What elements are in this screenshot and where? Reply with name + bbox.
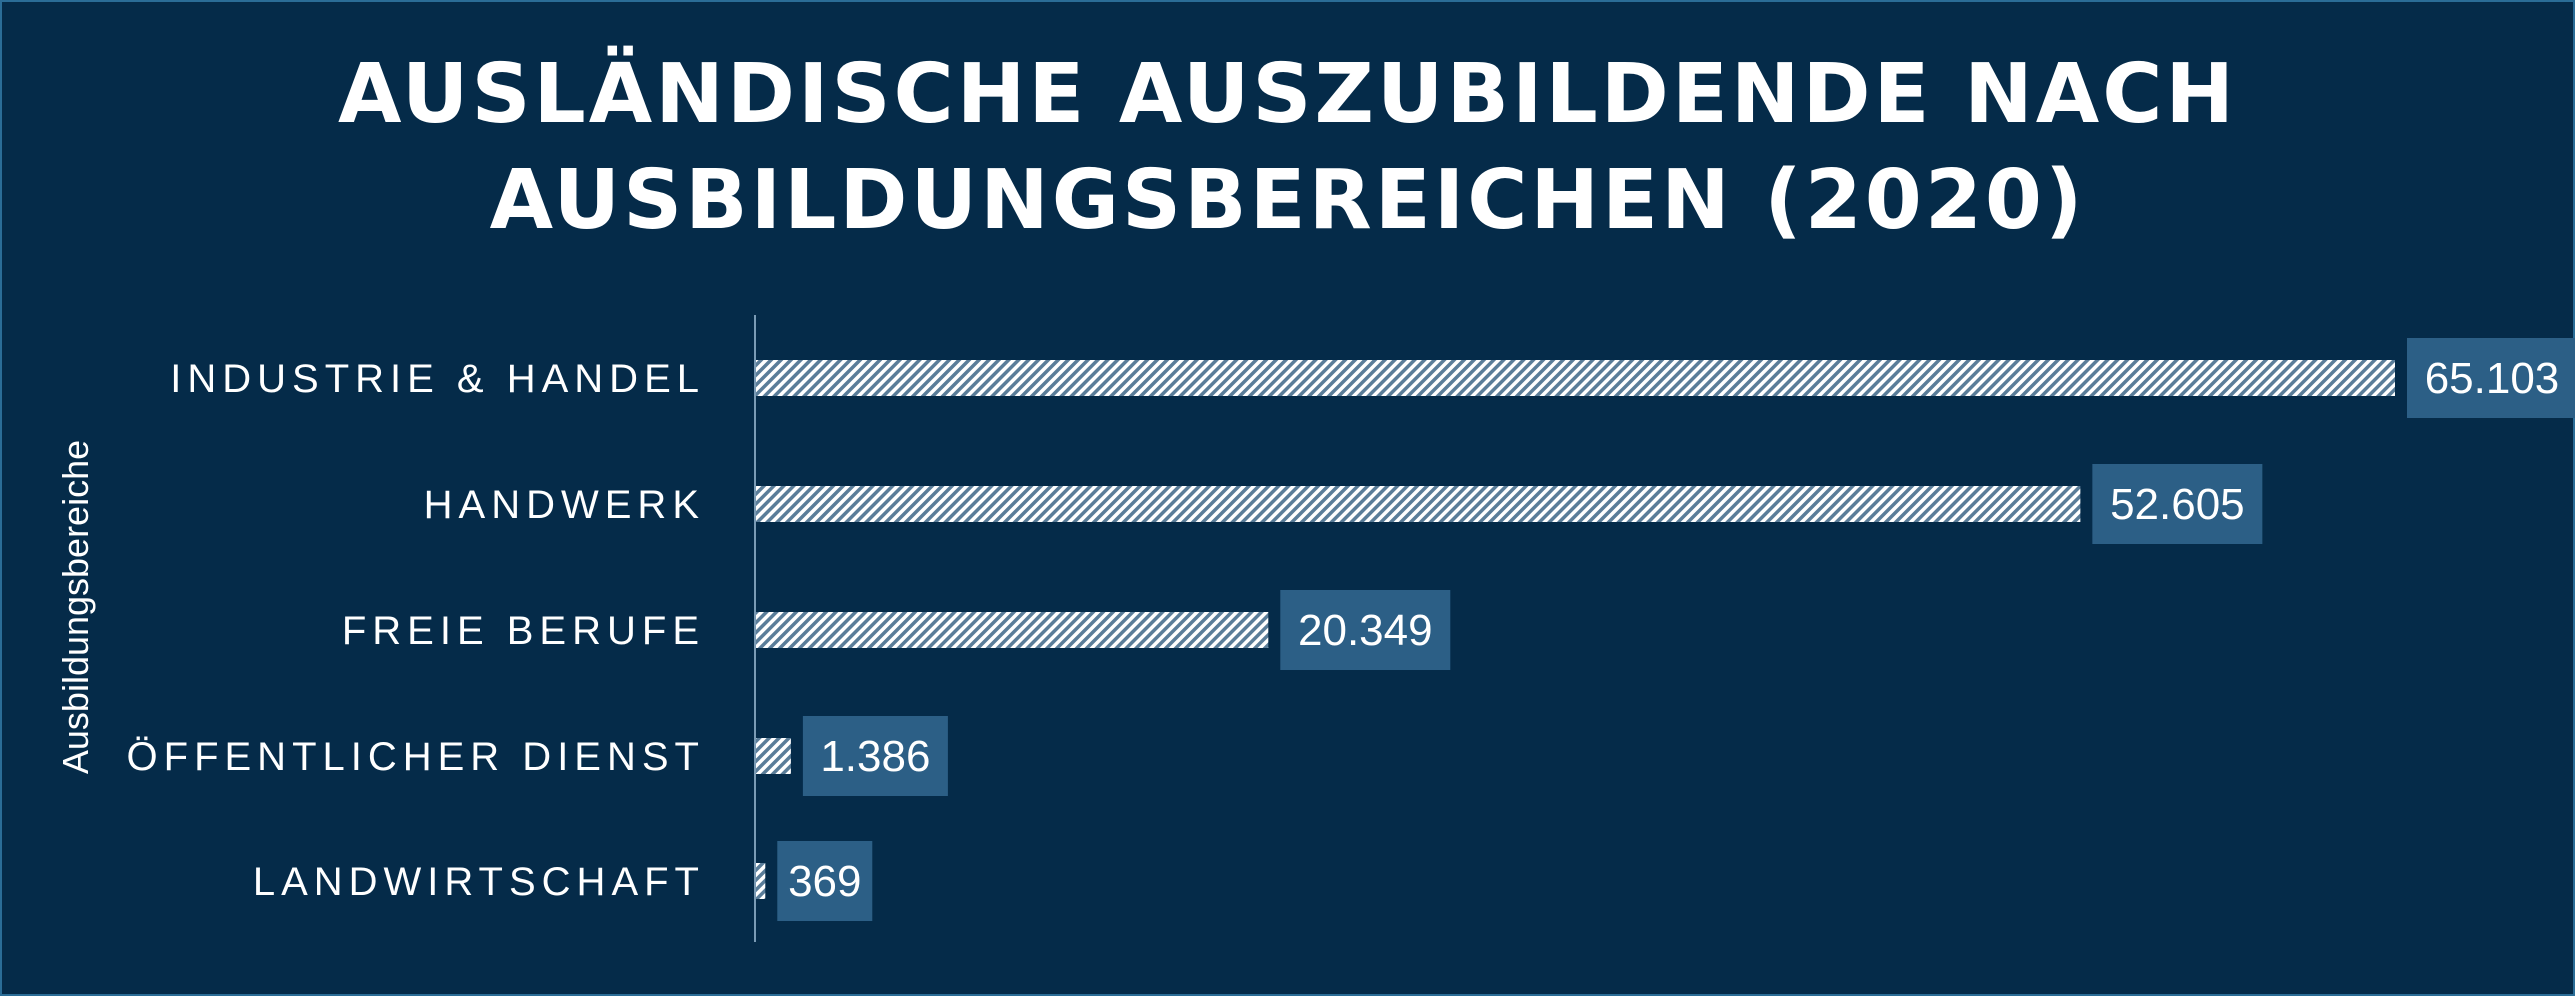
bars-group: INDUSTRIE & HANDEL 65.103 HANDWERK 52.605 FR… xyxy=(127,338,2575,921)
category-label: HANDWERK xyxy=(424,483,705,527)
category-label: ÖFFENTLICHER DIENST xyxy=(127,735,705,779)
data-label-box xyxy=(777,841,873,921)
data-label-box xyxy=(1280,590,1451,670)
category-label: FREIE BERUFE xyxy=(342,609,705,653)
data-label-box xyxy=(2092,464,2263,544)
bar xyxy=(756,486,2081,522)
chart-title: AUSLÄNDISCHE AUSZUBILDENDE NACH AUSBILDU… xyxy=(0,42,2575,254)
data-label: 1.386 xyxy=(820,732,930,781)
data-label: 20.349 xyxy=(1298,606,1433,655)
y-axis-title: Ausbildungsbereiche xyxy=(55,440,96,774)
bar xyxy=(756,612,1269,648)
data-label: 52.605 xyxy=(2110,480,2245,529)
chart-title-line-2: AUSBILDUNGSBEREICHEN (2020) xyxy=(489,153,2086,248)
data-label-box xyxy=(2407,338,2575,418)
chart-title-line-1: AUSLÄNDISCHE AUSZUBILDENDE NACH xyxy=(337,47,2238,142)
data-label: 65.103 xyxy=(2425,354,2560,403)
data-label: 369 xyxy=(788,857,861,906)
category-label: INDUSTRIE & HANDEL xyxy=(170,357,705,401)
bar xyxy=(756,360,2395,396)
data-label-box xyxy=(802,716,948,796)
bar xyxy=(756,863,766,899)
category-label: LANDWIRTSCHAFT xyxy=(253,860,705,904)
bar xyxy=(756,738,791,774)
